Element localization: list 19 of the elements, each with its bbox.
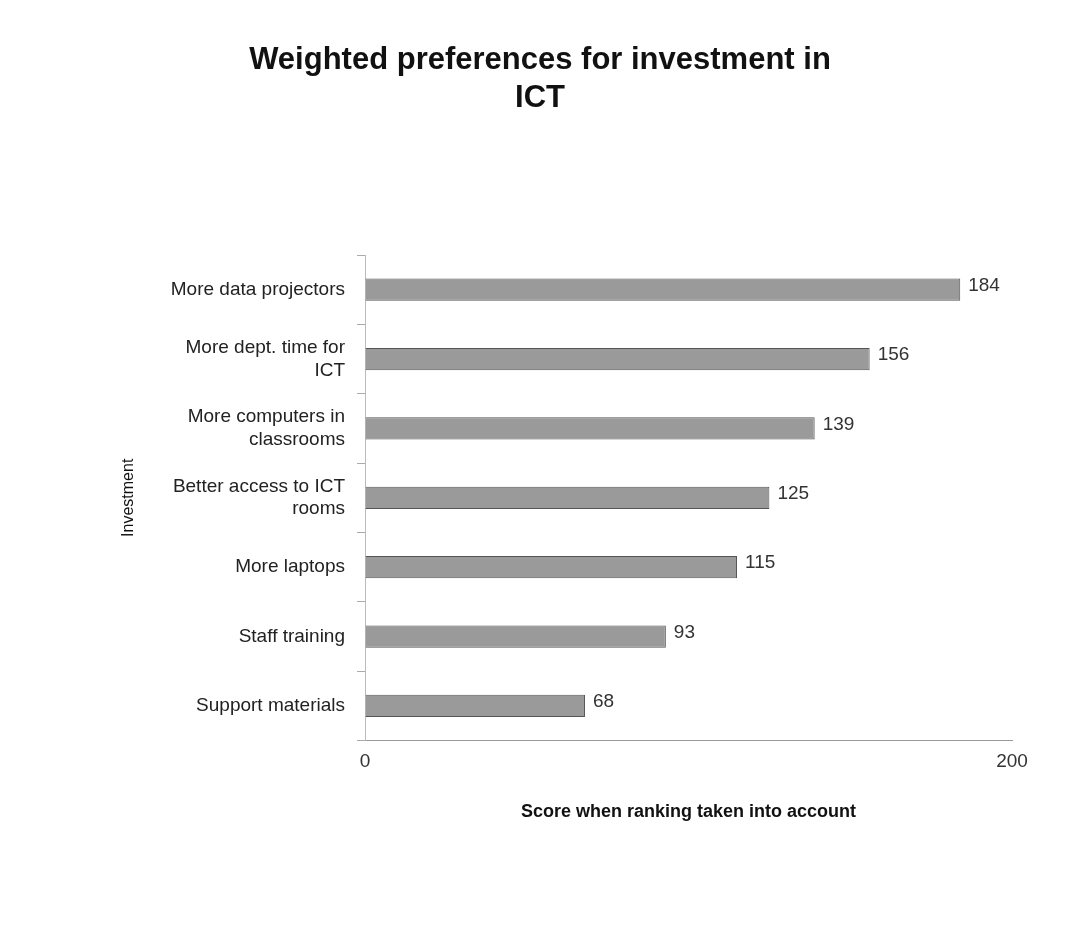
- data-label: 93: [673, 620, 695, 642]
- data-label: 115: [745, 551, 776, 573]
- data-label: 68: [592, 690, 615, 712]
- y-tick-label: Better access to ICT rooms: [172, 474, 346, 519]
- x-axis-title: Score when ranking taken into account: [520, 801, 857, 822]
- data-label: 184: [968, 273, 1001, 295]
- y-axis-title: Investment: [119, 458, 137, 537]
- data-label: 139: [822, 412, 855, 434]
- y-tick-label: Staff training: [238, 624, 345, 646]
- y-tick-label: Support materials: [196, 694, 345, 716]
- x-tick-label: 0: [359, 750, 371, 772]
- y-tick-label: More laptops: [235, 555, 345, 577]
- data-label: 156: [877, 343, 910, 365]
- chart-title: Weighted preferences for investment in ICT: [248, 40, 832, 116]
- data-label: 125: [777, 482, 810, 504]
- y-tick-label: More computers in classrooms: [187, 405, 345, 450]
- y-tick-label: More dept. time for ICT: [185, 335, 346, 380]
- y-tick-label: More data projectors: [170, 277, 345, 299]
- x-tick-label: 200: [996, 750, 1028, 772]
